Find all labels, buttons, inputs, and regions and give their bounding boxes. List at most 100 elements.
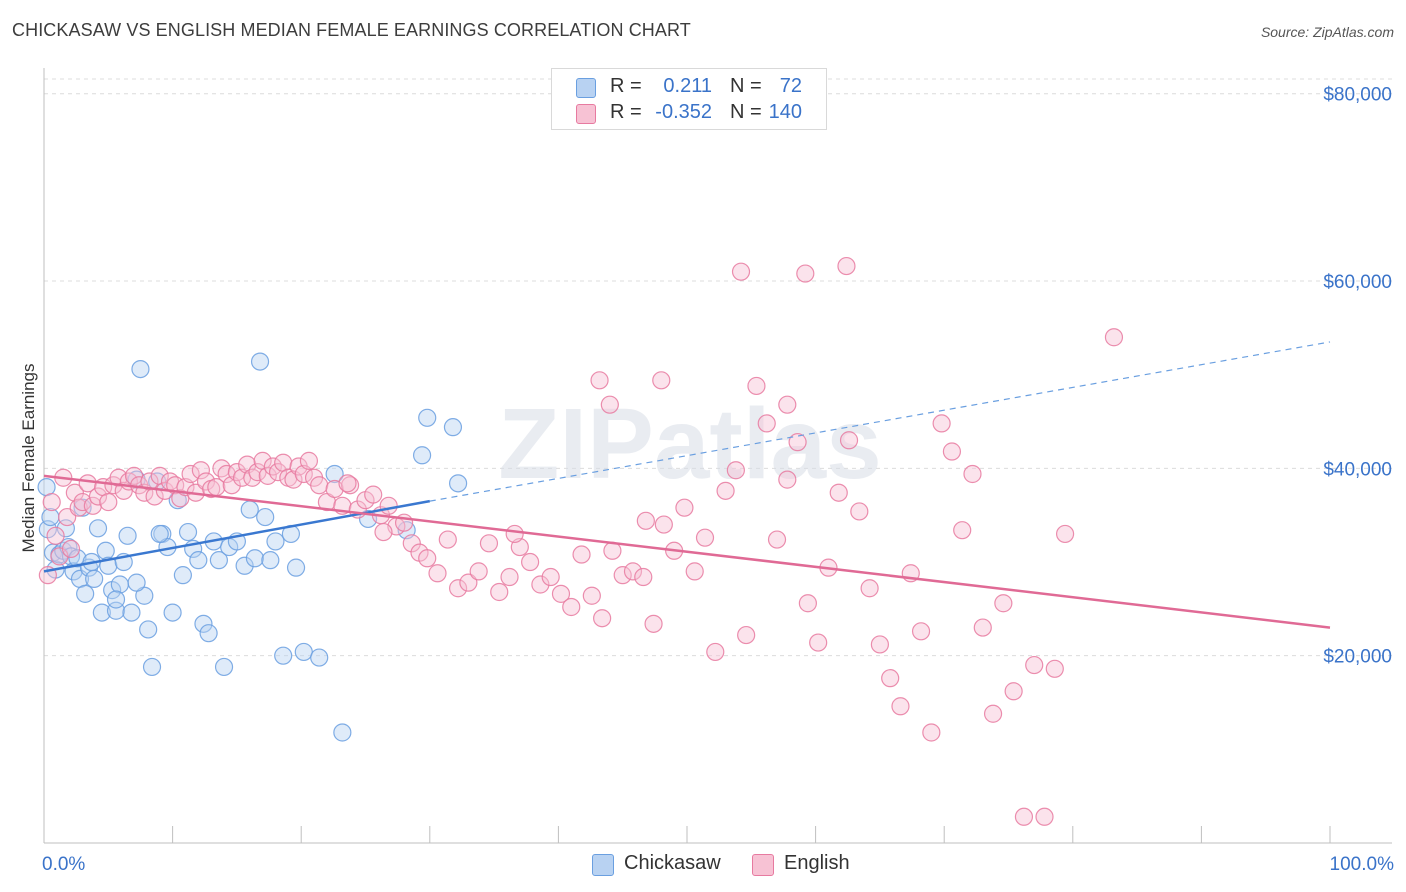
english-point: [623, 562, 643, 581]
chickasaw-point: [110, 575, 129, 594]
correlation-legend: R = 0.211 N = 72 R = -0.352 N = 140: [551, 68, 827, 130]
english-legend-label: English: [784, 852, 850, 874]
chickasaw-point: [294, 642, 313, 662]
english-point: [99, 492, 118, 512]
chickasaw-point: [209, 551, 228, 570]
english-swatch: [576, 104, 596, 124]
chickasaw-point: [274, 646, 293, 665]
english-point: [716, 481, 735, 500]
english-point: [181, 464, 200, 484]
axes: [43, 68, 1392, 844]
english-point: [809, 633, 828, 652]
english-point: [500, 567, 519, 587]
english-point: [438, 530, 457, 549]
english-point: [469, 562, 488, 581]
english-point: [78, 474, 97, 493]
english-point: [299, 451, 319, 470]
chickasaw-point: [266, 532, 285, 551]
english-point: [685, 562, 704, 581]
r-label: R =: [610, 75, 642, 97]
chickasaw-point: [286, 558, 306, 577]
english-point: [850, 502, 869, 521]
english-point: [636, 511, 655, 530]
chickasaw-point: [178, 522, 198, 542]
chickasaw-point: [412, 446, 432, 465]
english-point: [268, 463, 288, 482]
chickasaw-point: [199, 624, 218, 643]
tick-labels: $20,000 $40,000 $60,000 $80,000 0.0% 100.0%: [42, 85, 1394, 875]
english-point: [212, 459, 231, 478]
english-point: [42, 492, 61, 512]
english-point: [521, 552, 540, 572]
n-value: 140: [768, 101, 802, 123]
english-point: [243, 468, 262, 487]
chickasaw-point: [261, 551, 280, 570]
english-point: [65, 483, 84, 502]
chickasaw-legend-label: Chickasaw: [624, 852, 721, 874]
english-point: [644, 614, 663, 633]
english-point: [747, 376, 766, 396]
chickasaw-point: [214, 657, 234, 677]
english-point: [634, 567, 653, 587]
english-point: [796, 264, 815, 283]
english-point: [338, 474, 357, 493]
english-point: [737, 625, 756, 645]
chickasaw-swatch: [576, 78, 596, 98]
english-point: [258, 466, 277, 485]
english-point: [613, 566, 632, 585]
english-point: [590, 371, 609, 390]
english-point: [798, 594, 817, 613]
english-point: [973, 618, 992, 637]
english-trend-line: [43, 474, 1331, 629]
english-point: [942, 442, 962, 461]
chickasaw-point: [325, 464, 344, 484]
chickasaw-point: [418, 408, 437, 427]
chickasaw-point: [256, 507, 275, 527]
source-note: Source: ZipAtlas.com: [1260, 24, 1394, 40]
chart-title: CHICKASAW VS ENGLISH MEDIAN FEMALE EARNI…: [12, 20, 691, 40]
chickasaw-point: [235, 556, 254, 575]
english-point: [490, 582, 509, 602]
chickasaw-point: [250, 352, 270, 371]
r-value: 0.211: [663, 75, 712, 97]
chickasaw-point: [189, 551, 208, 570]
english-point: [983, 704, 1003, 723]
english-point: [881, 669, 900, 688]
english-point: [310, 476, 329, 495]
chickasaw-point: [76, 584, 95, 603]
english-point: [541, 567, 560, 587]
english-point: [839, 431, 859, 450]
english-point: [1035, 807, 1054, 826]
y-tick-label: $40,000: [1323, 459, 1392, 480]
chickasaw-point: [41, 507, 60, 527]
english-point: [88, 487, 108, 506]
legend-row-chickasaw: R = 0.211 N = 72: [552, 75, 826, 101]
english-point: [788, 433, 807, 452]
english-point: [1025, 655, 1044, 675]
chickasaw-point: [85, 569, 104, 588]
english-legend-swatch: [752, 854, 774, 876]
legend-row-english: R = -0.352 N = 140: [552, 101, 826, 127]
english-point: [600, 395, 619, 414]
chickasaw-point: [118, 526, 137, 545]
r-label: R =: [610, 101, 642, 123]
english-point: [572, 545, 591, 564]
chickasaw-points: [37, 352, 468, 742]
english-point: [551, 584, 571, 603]
english-point: [695, 528, 715, 547]
english-point: [428, 564, 447, 583]
english-point: [46, 526, 65, 545]
chickasaw-point: [122, 603, 141, 622]
english-point: [778, 395, 797, 414]
english-point: [891, 697, 910, 716]
chickasaw-point: [139, 620, 158, 639]
english-point: [593, 609, 612, 628]
english-point: [706, 642, 725, 662]
english-point: [726, 461, 745, 480]
english-point: [654, 515, 673, 534]
y-axis-label: Median Female Earnings: [19, 363, 38, 553]
english-point: [1004, 682, 1023, 701]
chickasaw-point: [106, 590, 126, 609]
chickasaw-point: [194, 614, 213, 633]
